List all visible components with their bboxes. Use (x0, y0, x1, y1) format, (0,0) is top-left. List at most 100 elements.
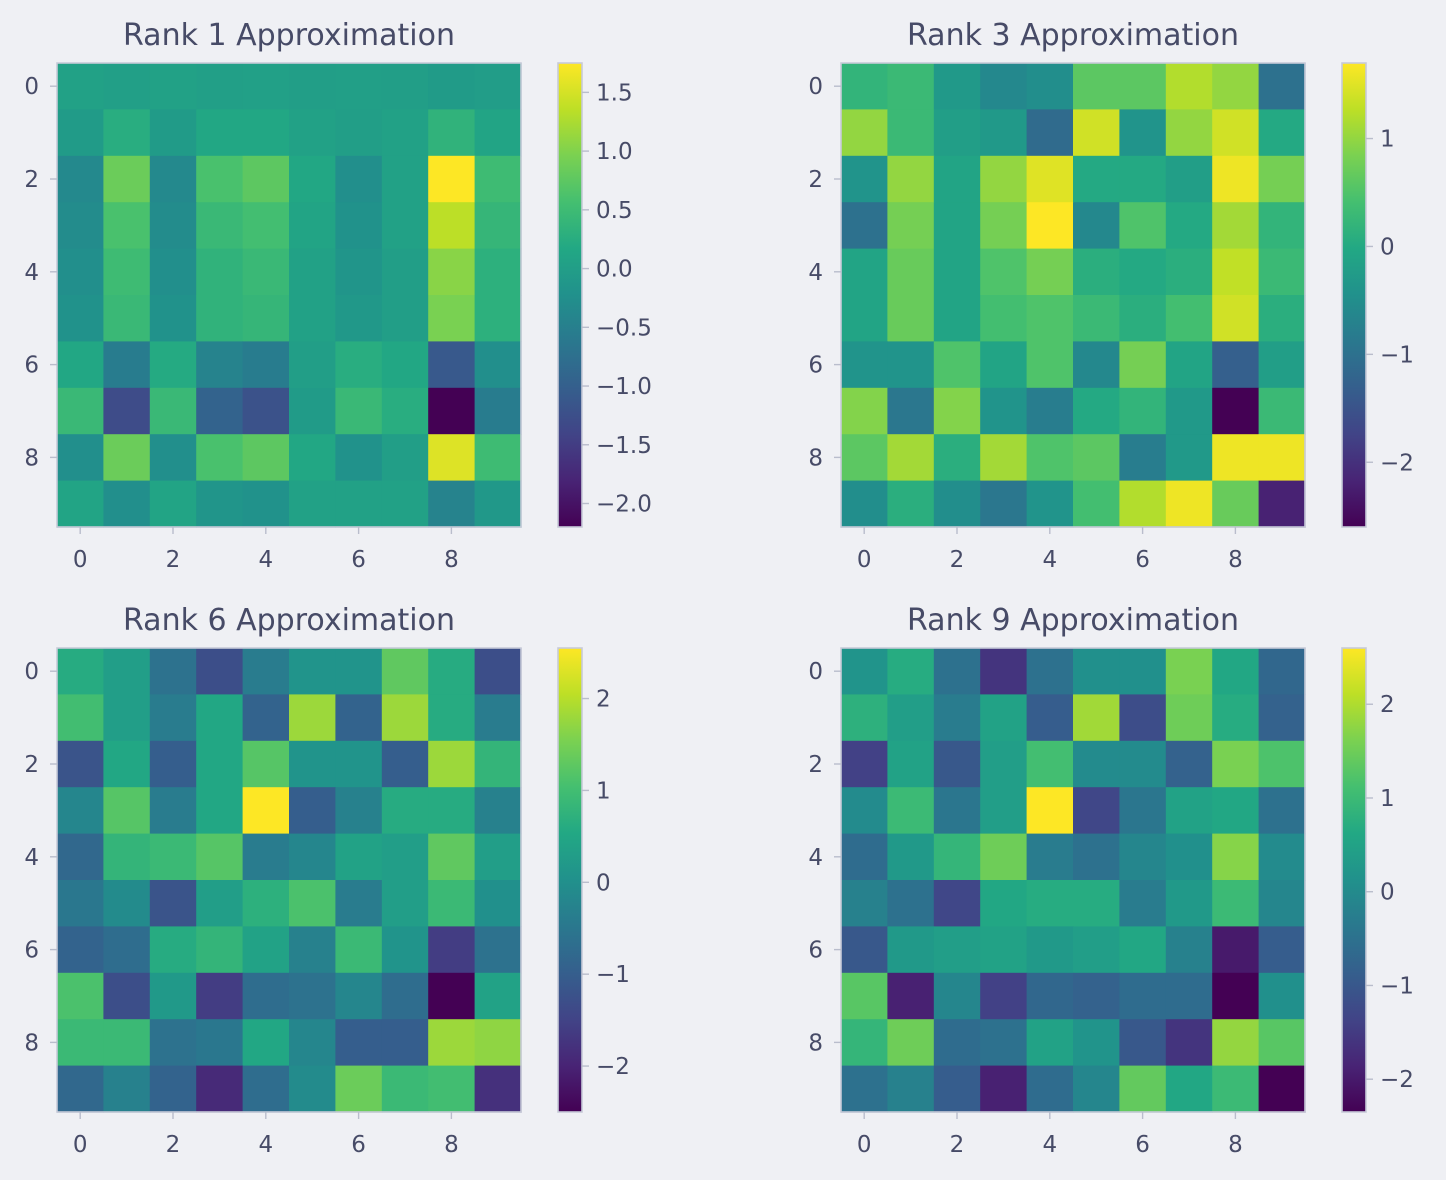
heatmap-cell (149, 202, 197, 250)
heatmap-cell (428, 202, 476, 250)
colorbar-tick-label: −1 (596, 962, 630, 988)
heatmap-cell (428, 787, 476, 835)
heatmap-cell (841, 694, 888, 742)
heatmap-cell (335, 341, 383, 389)
colorbar-frame (557, 62, 583, 528)
y-tick-label: 8 (808, 445, 823, 471)
heatmap-cell (196, 480, 244, 528)
heatmap-cell (289, 480, 336, 528)
heatmap-cell (289, 341, 336, 389)
heatmap-cell (841, 155, 888, 203)
x-tick-label: 6 (1135, 1132, 1150, 1158)
heatmap-cell (149, 387, 197, 435)
colorbar-gradient (558, 648, 582, 1112)
heatmap-cell (149, 155, 197, 203)
heatmap-cell (980, 648, 1028, 695)
heatmap-cell (289, 694, 336, 742)
heatmap-cell (1212, 248, 1260, 296)
heatmap-cell (1073, 694, 1120, 742)
heatmap-cell (196, 1065, 244, 1113)
heatmap-cell (1119, 248, 1167, 296)
colorbar-tick-label: −1 (1380, 342, 1414, 368)
heatmap-cell (428, 833, 476, 881)
y-tick-label: 4 (808, 260, 823, 286)
heatmap-cell (1119, 63, 1167, 110)
heatmap-cell (933, 248, 981, 296)
heatmap-cell (428, 648, 476, 695)
heatmap-cell (1073, 434, 1120, 482)
heatmap-cell (57, 63, 104, 110)
x-tick-label: 0 (73, 1132, 88, 1158)
y-tick-label: 0 (808, 659, 823, 685)
x-tick-label: 8 (444, 547, 459, 573)
heatmap-cell (1026, 202, 1074, 250)
heatmap-cell (1212, 109, 1260, 157)
heatmap-cells (57, 648, 522, 1113)
colorbar-gradient (558, 63, 582, 527)
heatmap-cell (1212, 434, 1260, 482)
heatmap-cell (841, 295, 888, 342)
heatmap-cell (196, 740, 244, 788)
heatmap-cell (1119, 694, 1167, 742)
heatmap-cell (196, 341, 244, 389)
colorbar-tick-label: −1.0 (596, 374, 652, 400)
heatmap-cell (1026, 740, 1074, 788)
heatmap-cell (381, 740, 429, 788)
heatmap-cell (1073, 480, 1120, 528)
heatmap-cell (474, 972, 522, 1020)
heatmap-cell (841, 341, 888, 389)
heatmap-cell (887, 248, 935, 296)
heatmap-cell (381, 434, 429, 482)
heatmap-cell (1073, 740, 1120, 788)
heatmap-cell (428, 480, 476, 528)
heatmap-cell (1119, 648, 1167, 695)
heatmap-cell (381, 480, 429, 528)
x-tick-label: 8 (1228, 547, 1243, 573)
x-tick-label: 6 (1135, 547, 1150, 573)
heatmap-cell (980, 480, 1028, 528)
heatmap-cell (887, 63, 935, 110)
heatmap-cell (887, 480, 935, 528)
heatmap-cell (474, 202, 522, 250)
heatmap-cell (149, 1019, 197, 1067)
heatmap-cell (149, 63, 197, 110)
heatmap-cell (196, 880, 244, 927)
heatmap-cell (335, 63, 383, 110)
heatmap-cell (335, 434, 383, 482)
colorbar-tick-label: 0 (1380, 880, 1395, 906)
heatmap-cell (242, 202, 290, 250)
panel-title: Rank 9 Approximation (907, 603, 1239, 638)
heatmap-cell (1258, 248, 1306, 296)
x-tick-label: 4 (258, 547, 273, 573)
colorbar-tick-label: −2 (1380, 1067, 1414, 1093)
heatmap-cell (1165, 1019, 1213, 1067)
heatmap-cell (196, 155, 244, 203)
heatmap-cell (289, 972, 336, 1020)
heatmap-cell (933, 972, 981, 1020)
panel-title: Rank 3 Approximation (907, 18, 1239, 53)
heatmap-cell (428, 740, 476, 788)
heatmap-cell (980, 880, 1028, 927)
heatmap-cell (1119, 341, 1167, 389)
heatmap-cell (841, 926, 888, 974)
heatmap-cell (381, 694, 429, 742)
heatmap-cell (149, 480, 197, 528)
heatmap-cell (242, 295, 290, 342)
heatmap-cell (1165, 63, 1213, 110)
heatmap-cell (103, 63, 151, 110)
heatmap-cell (1026, 341, 1074, 389)
heatmap-cell (381, 880, 429, 927)
y-tick-label: 2 (808, 167, 823, 193)
heatmap-cell (1119, 833, 1167, 881)
heatmap-cell (428, 341, 476, 389)
heatmap-cell (149, 972, 197, 1020)
heatmap-cell (887, 295, 935, 342)
heatmap-cell (1212, 202, 1260, 250)
heatmap-cell (335, 740, 383, 788)
heatmap-cell (933, 648, 981, 695)
heatmap-cell (474, 63, 522, 110)
heatmap-cell (335, 694, 383, 742)
heatmap-cell (887, 109, 935, 157)
heatmap-cell (381, 1019, 429, 1067)
heatmap-cell (1258, 295, 1306, 342)
